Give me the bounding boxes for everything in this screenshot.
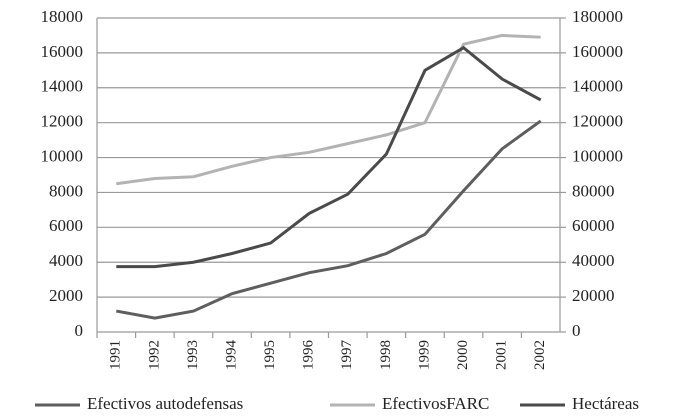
y2-tick-label: 100000 xyxy=(572,146,623,165)
series-line xyxy=(116,119,542,320)
series-line xyxy=(116,45,542,269)
y-tick-label: 18000 xyxy=(41,7,84,26)
y2-tick-label: 120000 xyxy=(572,112,623,131)
y2-tick-label: 20000 xyxy=(572,286,615,305)
y-tick-label: 8000 xyxy=(49,181,83,200)
y-tick-label: 6000 xyxy=(49,216,83,235)
y2-tick-label: 140000 xyxy=(572,77,623,96)
x-tick-label: 2001 xyxy=(494,340,510,370)
y2-tick-label: 40000 xyxy=(572,251,615,270)
x-tick-label: 1993 xyxy=(185,340,201,370)
y-tick-label: 0 xyxy=(75,321,84,340)
y2-tick-label: 180000 xyxy=(572,7,623,26)
x-tick-label: 1995 xyxy=(262,340,278,370)
legend-label: Efectivos autodefensas xyxy=(87,394,243,413)
x-tick-label: 1997 xyxy=(339,340,355,371)
y-tick-label: 10000 xyxy=(41,146,84,165)
legend-label: Hectáreas xyxy=(572,394,639,413)
x-tick-label: 2000 xyxy=(455,340,471,370)
y-tick-label: 2000 xyxy=(49,286,83,305)
y2-tick-label: 160000 xyxy=(572,42,623,61)
y2-tick-label: 60000 xyxy=(572,216,615,235)
x-tick-label: 1996 xyxy=(301,340,317,371)
series-line xyxy=(116,33,541,186)
y-tick-label: 16000 xyxy=(41,42,84,61)
x-tick-label: 1999 xyxy=(416,340,432,370)
y-tick-label: 12000 xyxy=(41,112,84,131)
y-tick-label: 14000 xyxy=(41,77,84,96)
x-tick-label: 1994 xyxy=(223,340,239,371)
x-tick-label: 1998 xyxy=(378,340,394,370)
x-tick-label: 2002 xyxy=(532,340,548,370)
y2-tick-label: 80000 xyxy=(572,181,615,200)
legend-label: EfectivosFARC xyxy=(382,394,489,413)
x-tick-label: 1992 xyxy=(146,340,162,370)
x-tick-label: 1991 xyxy=(108,340,124,370)
y-tick-label: 4000 xyxy=(49,251,83,270)
y2-tick-label: 0 xyxy=(572,321,581,340)
